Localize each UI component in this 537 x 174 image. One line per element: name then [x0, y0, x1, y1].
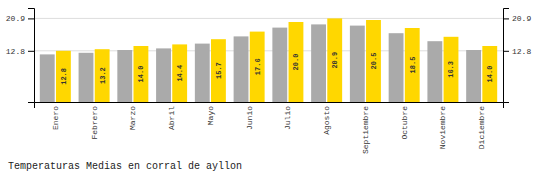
bar [405, 28, 420, 102]
x-tick: Febrero [90, 106, 99, 140]
x-tick-label: Septiembre [361, 106, 370, 154]
data-label: 14.0 [486, 66, 494, 83]
bar-series [56, 18, 497, 102]
title: Temperaturas Medias en corral de ayllon [8, 161, 242, 172]
x-tick-label: Enero [51, 106, 60, 130]
bar [389, 33, 404, 102]
bar [327, 18, 342, 102]
x-tick-label: Marzo [128, 106, 137, 130]
data-labels: 12.8 13.2 14.0 14.4 15.7 17.6 20.0 20.9 20.5 18.5… [60, 52, 494, 85]
y-axis: 12.8 20.9 [6, 9, 35, 103]
x-tick-label: Mayo [206, 106, 215, 125]
data-label: 17.6 [254, 58, 262, 75]
y2-axis-line [504, 9, 510, 103]
x-tick-label: Octubre [400, 106, 409, 140]
y2-tick-label: 20.9 [512, 14, 531, 23]
y-tick: 20.9 [6, 14, 34, 23]
y2-tick: 20.9 [503, 14, 531, 23]
grid-line [34, 18, 503, 19]
bar [311, 24, 326, 102]
x-tick-label: Julio [283, 106, 292, 130]
data-label: 14.0 [137, 66, 145, 83]
bar [133, 46, 148, 102]
x-tick: Mayo [206, 106, 215, 125]
x-tick: Octubre [400, 106, 409, 140]
bar [350, 26, 365, 102]
data-label-series: 12.8 13.2 14.0 14.4 15.7 17.6 20.0 20.9 20.5 18.5… [60, 52, 494, 85]
data-label: 16.3 [447, 61, 455, 78]
data-label: 12.8 [60, 68, 68, 85]
x-axis-line [35, 103, 504, 109]
bar [366, 20, 381, 102]
bar [444, 37, 459, 102]
y-tick: 12.8 [6, 47, 34, 56]
bar [466, 50, 481, 102]
plot: Enero Febrero Marzo Abril Mayo Junio Julio Agos… [6, 9, 532, 155]
y2-tick-mark [503, 18, 509, 19]
bar [79, 53, 94, 102]
x-tick: Marzo [128, 106, 137, 130]
x-tick-label: Junio [245, 106, 254, 130]
x-tick-label: Febrero [90, 106, 99, 140]
bar-series [40, 24, 481, 102]
x-tick: Enero [51, 106, 60, 130]
bar [289, 22, 304, 102]
bar [95, 49, 110, 102]
data-label: 20.5 [370, 53, 378, 70]
y2-tick-mark [503, 51, 509, 52]
x-tick: Diciembre [477, 106, 486, 149]
bar [234, 36, 249, 102]
y-axis-line [28, 9, 35, 103]
bar [195, 44, 210, 102]
y-tick-mark [28, 18, 34, 19]
x-tick-label: Agosto [322, 106, 331, 135]
y-tick-label: 12.8 [6, 47, 25, 56]
data-label: 14.4 [176, 65, 184, 82]
bar [250, 32, 265, 102]
x-tick: Septiembre [361, 106, 370, 154]
y2-tick-label: 12.8 [512, 47, 531, 56]
x-tick: Abril [167, 106, 176, 130]
bar [172, 44, 187, 102]
x-tick: Noviembre [438, 106, 447, 149]
y2-tick: 12.8 [503, 47, 531, 56]
y2-axis: 12.8 20.9 [503, 9, 531, 103]
data-label: 13.2 [99, 67, 107, 84]
bar [56, 51, 71, 102]
bars [40, 18, 497, 102]
data-label: 18.5 [409, 57, 417, 74]
x-tick: Agosto [322, 106, 331, 135]
x-tick-label: Abril [167, 106, 176, 130]
bar [40, 54, 55, 102]
data-label: 20.9 [331, 52, 339, 69]
data-label: 15.7 [215, 62, 223, 79]
chart: Enero Febrero Marzo Abril Mayo Junio Julio Agos… [0, 0, 537, 174]
x-tick-label: Diciembre [477, 106, 486, 149]
bar [482, 46, 497, 102]
y-tick-mark [28, 51, 34, 52]
bar [427, 41, 442, 102]
bar [156, 48, 171, 102]
bar [117, 50, 132, 102]
y-tick-label: 20.9 [6, 14, 25, 23]
bar [211, 39, 226, 102]
x-tick-label: Noviembre [438, 106, 447, 149]
data-label: 20.0 [292, 54, 300, 71]
x-tick: Julio [283, 106, 292, 130]
bar [272, 28, 287, 102]
x-axis: Enero Febrero Marzo Abril Mayo Junio Julio Agos… [35, 103, 504, 155]
x-tick: Junio [245, 106, 254, 130]
